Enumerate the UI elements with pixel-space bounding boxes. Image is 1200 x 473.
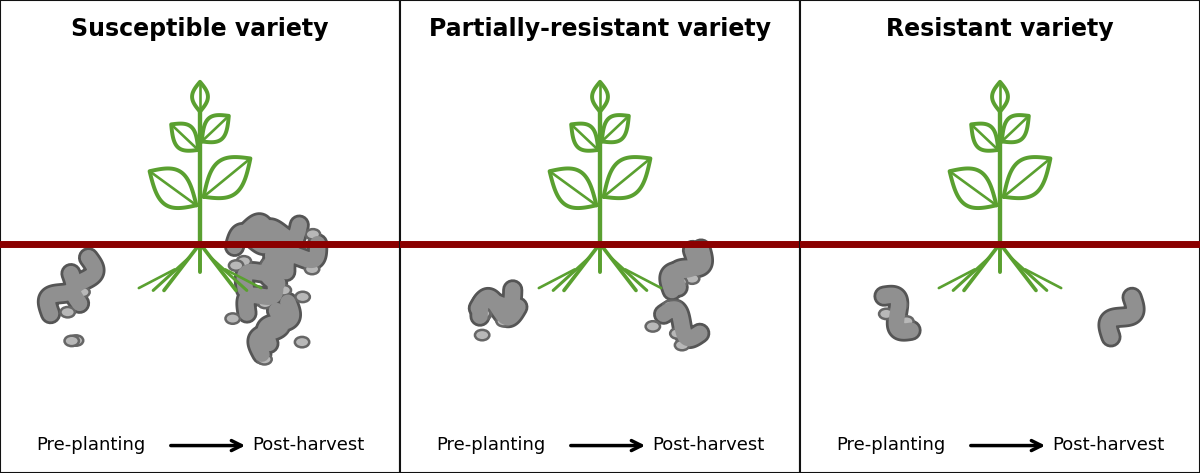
Ellipse shape [497,316,511,326]
Ellipse shape [262,259,276,270]
Ellipse shape [306,229,320,239]
Text: Post-harvest: Post-harvest [252,436,365,454]
Text: Pre-planting: Pre-planting [836,436,946,454]
Text: Post-harvest: Post-harvest [1052,436,1164,454]
Ellipse shape [60,307,74,317]
Ellipse shape [257,354,271,365]
Ellipse shape [685,273,700,284]
Ellipse shape [258,298,272,308]
Polygon shape [150,168,197,208]
Ellipse shape [476,308,491,319]
Ellipse shape [689,329,703,340]
Polygon shape [971,123,998,151]
Ellipse shape [68,335,83,346]
Polygon shape [192,82,208,112]
Ellipse shape [277,285,292,296]
Ellipse shape [295,337,310,347]
Ellipse shape [673,277,688,287]
Ellipse shape [670,328,684,339]
Polygon shape [949,168,996,208]
Text: Pre-planting: Pre-planting [36,436,145,454]
Polygon shape [601,115,629,142]
Text: Resistant variety: Resistant variety [886,17,1114,41]
Ellipse shape [893,300,907,310]
Ellipse shape [664,301,678,311]
Polygon shape [571,123,599,151]
Ellipse shape [475,330,490,340]
Ellipse shape [295,292,310,302]
Polygon shape [592,82,608,112]
Ellipse shape [646,321,660,332]
Text: Pre-planting: Pre-planting [436,436,545,454]
Ellipse shape [76,287,90,297]
Ellipse shape [674,340,689,350]
Ellipse shape [272,323,287,333]
Ellipse shape [667,300,682,311]
Ellipse shape [899,316,913,327]
Ellipse shape [226,314,240,324]
Polygon shape [172,123,198,151]
Polygon shape [604,157,650,198]
Text: Post-harvest: Post-harvest [652,436,764,454]
Ellipse shape [305,264,319,274]
Ellipse shape [257,234,271,245]
Polygon shape [204,157,251,198]
Polygon shape [1003,157,1050,198]
Ellipse shape [236,256,251,266]
Ellipse shape [880,309,894,319]
Text: Partially-resistant variety: Partially-resistant variety [430,17,772,41]
Ellipse shape [65,336,79,346]
Polygon shape [550,168,596,208]
Ellipse shape [266,262,281,272]
Polygon shape [202,115,229,142]
Polygon shape [1002,115,1028,142]
Text: Susceptible variety: Susceptible variety [71,17,329,41]
Ellipse shape [476,309,491,320]
Polygon shape [992,82,1008,112]
Ellipse shape [229,260,244,271]
